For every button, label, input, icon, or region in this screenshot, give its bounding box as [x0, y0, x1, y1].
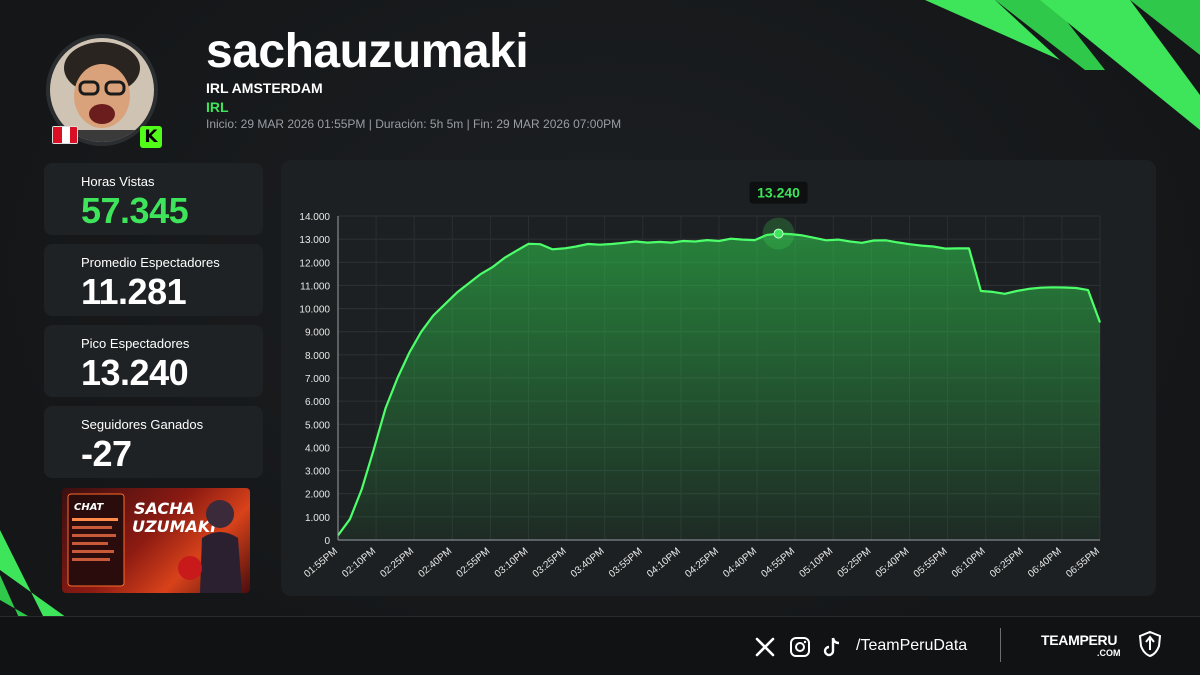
y-tick-label: 11.000	[300, 281, 330, 292]
x-tick-label: 01:55PM	[302, 546, 340, 580]
stat-value: 57.345	[81, 190, 189, 231]
x-tick-label: 03:40PM	[569, 546, 607, 580]
footer-divider	[1000, 628, 1001, 662]
x-tick-label: 06:25PM	[988, 546, 1026, 580]
y-tick-label: 1.000	[305, 513, 330, 524]
stat-value: 11.281	[81, 271, 187, 312]
stream-title: IRL AMSTERDAM	[206, 80, 323, 96]
x-tick-label: 04:40PM	[721, 546, 759, 580]
peak-label-box	[749, 181, 808, 204]
x-tick-label: 04:55PM	[759, 546, 797, 580]
stat-label: Seguidores Ganados	[81, 417, 204, 432]
x-tick-label: 05:25PM	[836, 546, 874, 580]
x-tick-label: 02:40PM	[416, 546, 454, 580]
stat-label: Pico Espectadores	[81, 336, 190, 351]
footer	[0, 616, 1200, 675]
stream-banner-image: CHAT SACHA UZUMAKI	[62, 488, 250, 593]
x-tick-label: 06:55PM	[1064, 546, 1102, 580]
stat-value: -27	[81, 433, 132, 474]
y-tick-label: 9.000	[305, 328, 330, 339]
kick-logo-icon: K	[140, 126, 162, 148]
peak-point	[773, 228, 784, 239]
stat-label: Horas Vistas	[81, 174, 155, 189]
y-tick-label: 12.000	[299, 258, 330, 269]
tiktok-icon[interactable]	[821, 636, 843, 658]
instagram-icon[interactable]	[789, 636, 811, 658]
series-line	[337, 232, 1102, 537]
stat-label: Promedio Espectadores	[81, 255, 220, 270]
chart-panel: 0 1.000 2.000 3.000 4.000 5.000 6.000 7.000 8.00…	[281, 160, 1156, 596]
x-tick-label: 02:55PM	[455, 546, 493, 580]
shield-logo-icon	[1138, 630, 1162, 658]
brand-domain: .COM	[1097, 648, 1121, 658]
streamer-name: sachauzumaki	[206, 25, 529, 78]
x-tick-label: 05:10PM	[797, 546, 835, 580]
stream-meta: Inicio: 29 MAR 2026 01:55PM | Duración: …	[206, 117, 622, 131]
x-tick-label: 02:10PM	[340, 546, 378, 580]
y-tick-label: 8.000	[305, 351, 330, 362]
x-tick-label: 06:10PM	[950, 546, 988, 580]
y-tick-label: 14.000	[299, 212, 330, 223]
y-tick-label: 7.000	[305, 374, 330, 385]
x-tick-label: 04:10PM	[645, 546, 683, 580]
social-handle[interactable]: /TeamPeruData	[856, 637, 968, 654]
x-tick-label: 04:25PM	[683, 546, 721, 580]
y-tick-label: 0	[324, 536, 330, 547]
viewers-chart: 0 1.000 2.000 3.000 4.000 5.000 6.000 7.000 8.00…	[299, 181, 1102, 580]
y-tick-label: 6.000	[305, 397, 330, 408]
y-tick-label: 3.000	[305, 467, 330, 478]
y-tick-label: 5.000	[305, 420, 330, 431]
x-tick-label: 05:40PM	[874, 546, 912, 580]
y-tick-label: 13.000	[299, 235, 330, 246]
decorative-stripes-bottom-left	[0, 530, 70, 620]
x-tick-label: 02:25PM	[378, 546, 416, 580]
banner-chat-label: CHAT	[74, 502, 104, 513]
stat-card-average-viewers: Promedio Espectadores 11.281	[44, 244, 263, 316]
x-tick-label: 03:10PM	[493, 546, 531, 580]
stream-category: IRL	[206, 99, 229, 115]
x-tick-label: 03:55PM	[607, 546, 645, 580]
peak-label: 13.240	[757, 185, 800, 201]
banner-title-line1: SACHA	[134, 499, 195, 518]
y-tick-label: 4.000	[305, 443, 330, 454]
x-tick-label: 06:40PM	[1026, 546, 1064, 580]
y-tick-label: 10.000	[299, 305, 330, 316]
peru-flag-icon	[52, 126, 78, 144]
brand-name: TEAMPERU	[1041, 632, 1118, 648]
y-tick-label: 2.000	[305, 490, 330, 501]
x-tick-label: 05:55PM	[912, 546, 950, 580]
series-area	[338, 233, 1100, 540]
stat-card-hours-watched: Horas Vistas 57.345	[44, 163, 263, 235]
x-tick-label: 03:25PM	[531, 546, 569, 580]
decorative-stripes-top-right	[925, 0, 1200, 130]
x-logo-icon[interactable]	[754, 636, 776, 658]
stat-card-followers-gained: Seguidores Ganados -27	[44, 406, 263, 478]
stat-card-peak-viewers: Pico Espectadores 13.240	[44, 325, 263, 397]
stat-value: 13.240	[81, 352, 189, 393]
banner-title-line2: UZUMAKI	[132, 517, 216, 536]
